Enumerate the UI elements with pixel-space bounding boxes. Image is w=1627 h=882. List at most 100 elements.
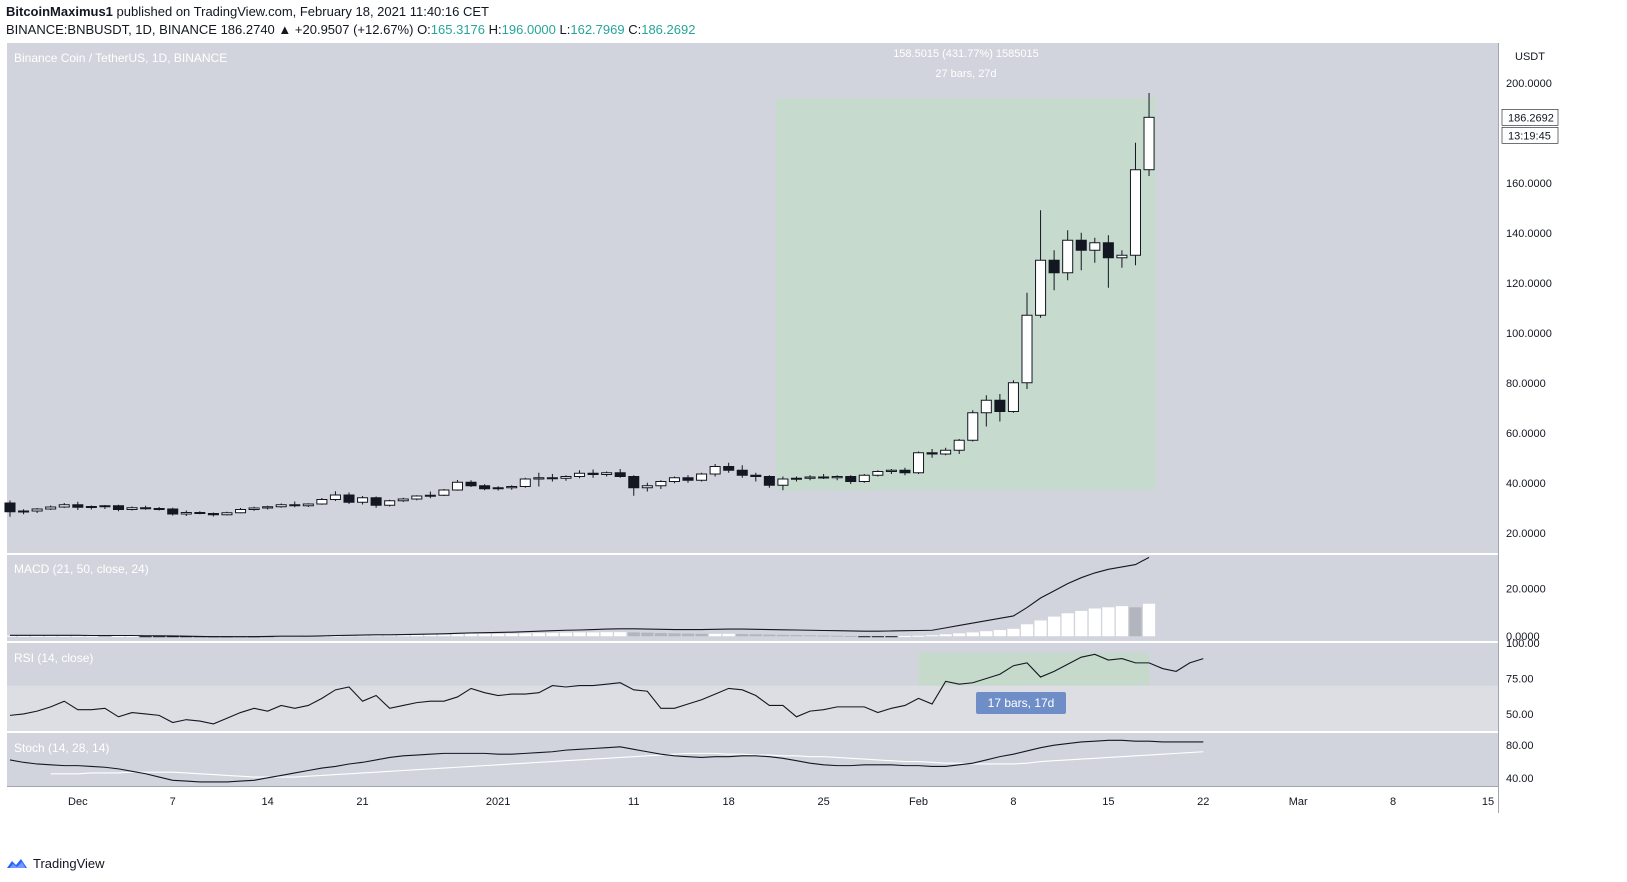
- candle-body: [818, 476, 830, 479]
- macd-histogram-bar: [803, 635, 817, 637]
- chart-canvas[interactable]: Binance Coin / TetherUS, 1D, BINANCE USDT…: [0, 0, 1627, 850]
- time-tick-label: 21: [356, 796, 368, 808]
- candle-body: [370, 497, 382, 506]
- candle-body: [167, 508, 179, 515]
- candle-body: [1062, 239, 1074, 274]
- candle: [655, 480, 667, 489]
- rsi-tick-label: 50.00: [1506, 709, 1534, 721]
- time-tick-label: 14: [262, 796, 274, 808]
- candle-body: [18, 510, 30, 513]
- candle: [980, 395, 992, 427]
- price-tick-label: 200.0000: [1506, 78, 1552, 90]
- candle-body: [1089, 242, 1101, 251]
- candle-body: [316, 499, 328, 505]
- candle: [885, 469, 897, 474]
- time-tick-label: 15: [1102, 796, 1114, 808]
- macd-histogram-bar: [424, 634, 437, 637]
- macd-histogram-bar: [817, 635, 830, 637]
- candle: [1089, 237, 1101, 263]
- time-tick-label: 2021: [486, 796, 510, 808]
- macd-histogram-bar: [112, 635, 125, 637]
- close-label: C:: [628, 22, 642, 37]
- candle: [465, 480, 477, 487]
- candle: [763, 475, 775, 488]
- candle: [641, 482, 653, 492]
- candle: [126, 506, 138, 511]
- candle: [1048, 250, 1060, 291]
- footer-brand[interactable]: TradingView: [33, 856, 105, 871]
- candle-body: [628, 476, 640, 489]
- macd-histogram-bar: [383, 635, 396, 637]
- candle-body: [858, 474, 870, 482]
- time-tick-label: Feb: [909, 796, 928, 808]
- macd-tick-label: 0.0000: [1506, 631, 1540, 643]
- candle-body: [1075, 239, 1087, 251]
- candle-body: [845, 476, 857, 482]
- candle: [438, 489, 450, 496]
- candle: [668, 476, 680, 484]
- macd-histogram-bar: [831, 635, 844, 637]
- candle-body: [1102, 242, 1114, 259]
- price-tick-label: 100.0000: [1506, 328, 1552, 340]
- candle-body: [99, 505, 111, 508]
- macd-histogram-bar: [993, 630, 1006, 637]
- candle-body: [1116, 254, 1128, 259]
- macd-histogram-bar: [85, 635, 98, 637]
- low-label: L:: [559, 22, 571, 37]
- author-name[interactable]: BitcoinMaximus1: [6, 4, 113, 19]
- candle: [370, 496, 382, 508]
- candle-body: [696, 473, 708, 481]
- candle: [818, 474, 830, 479]
- candle-body: [72, 504, 84, 508]
- candle: [289, 501, 301, 508]
- candle: [1075, 232, 1087, 271]
- candle-body: [546, 477, 558, 480]
- candle: [58, 503, 70, 508]
- time-tick-label: 22: [1197, 796, 1209, 808]
- candle-body: [885, 469, 897, 472]
- rsi-tick-label: 100.00: [1506, 638, 1540, 650]
- macd-histogram-bar: [410, 634, 423, 637]
- candle: [967, 410, 979, 442]
- candle-body: [1143, 116, 1155, 171]
- candle-body: [980, 399, 992, 414]
- chart-title: Binance Coin / TetherUS, 1D, BINANCE: [14, 51, 227, 65]
- candle-body: [1035, 259, 1047, 316]
- candle-body: [913, 452, 925, 474]
- candle-body: [492, 487, 504, 490]
- candle: [384, 499, 396, 507]
- candle-body: [641, 485, 653, 489]
- tradingview-logo-icon[interactable]: [6, 857, 28, 871]
- candle: [18, 509, 30, 515]
- high-value: 196.0000: [501, 22, 556, 37]
- candle-body: [451, 481, 463, 491]
- footer: TradingView: [6, 856, 105, 871]
- candle: [451, 480, 463, 491]
- range-measure-box: [776, 98, 1156, 491]
- macd-histogram-bar: [478, 633, 491, 637]
- candle: [72, 501, 84, 510]
- macd-histogram-bar: [1102, 607, 1115, 637]
- pane-separator: [7, 553, 1498, 555]
- candle-body: [709, 466, 721, 475]
- close-value: 186.2692: [641, 22, 696, 37]
- candle: [519, 477, 531, 488]
- candle: [696, 472, 708, 482]
- macd-histogram-bar: [1034, 620, 1047, 637]
- candle: [560, 475, 572, 481]
- candle-body: [1021, 314, 1033, 384]
- candle-body: [465, 481, 477, 487]
- candle-body: [790, 477, 802, 480]
- price-tick-label: 20.0000: [1506, 528, 1546, 540]
- candle: [587, 469, 599, 478]
- candle-body: [560, 476, 572, 479]
- candle-body: [262, 506, 274, 509]
- candle: [614, 469, 626, 478]
- candle: [194, 511, 206, 515]
- candle: [533, 472, 545, 487]
- macd-histogram-bar: [736, 634, 749, 637]
- candle-body: [411, 495, 423, 500]
- candle: [723, 462, 735, 473]
- candle-body: [1129, 169, 1141, 256]
- candle: [235, 508, 247, 514]
